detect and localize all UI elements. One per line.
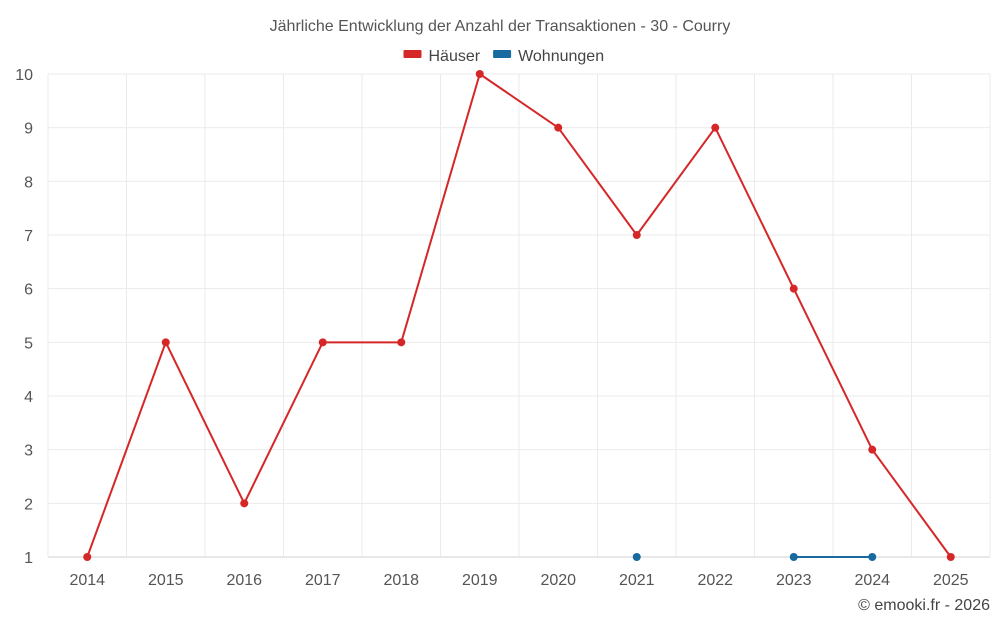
- x-tick-label: 2015: [148, 572, 184, 589]
- data-point: [83, 553, 92, 561]
- y-tick-label: 7: [24, 228, 33, 245]
- legend-swatch: [403, 50, 422, 58]
- legend-swatch: [493, 50, 512, 58]
- data-point: [240, 499, 249, 508]
- x-tick-label: 2021: [619, 572, 655, 589]
- x-tick-label: 2024: [854, 572, 890, 589]
- x-tick-label: 2022: [697, 572, 733, 589]
- y-tick-label: 6: [24, 282, 33, 299]
- x-tick-label: 2014: [69, 572, 105, 589]
- series-line-segment: [243, 341, 324, 504]
- x-tick-label: 2023: [776, 572, 812, 589]
- data-point: [868, 445, 877, 454]
- data-point: [554, 123, 563, 132]
- series-line-segment: [635, 127, 717, 236]
- y-tick-label: 4: [24, 389, 33, 406]
- series-line-segment: [400, 73, 481, 343]
- credit-text: © emooki.fr - 2026: [858, 597, 990, 614]
- grid: [47, 73, 991, 558]
- legend-label: Häuser: [429, 48, 481, 65]
- series-wohnungen: [632, 553, 877, 561]
- series-line-segment: [557, 127, 638, 236]
- y-tick-label: 3: [24, 443, 33, 460]
- data-point: [632, 231, 641, 239]
- x-tick-label: 2016: [226, 572, 262, 589]
- y-tick-label: 9: [24, 121, 33, 138]
- y-tick-label: 1: [24, 550, 33, 567]
- series-line-segment: [479, 73, 559, 129]
- series-line-segment: [714, 127, 795, 290]
- y-tick-label: 2: [24, 496, 33, 513]
- legend-item: Häuser: [403, 48, 481, 65]
- x-tick-label: 2020: [540, 572, 576, 589]
- y-tick-label: 5: [24, 335, 33, 352]
- x-tick-label: 2018: [383, 572, 419, 589]
- chart-title: Jährliche Entwicklung der Anzahl der Tra…: [270, 18, 731, 35]
- legend: Häuser Wohnungen: [403, 48, 604, 65]
- series-line-segment: [792, 288, 874, 451]
- x-tick-label: 2019: [462, 572, 498, 589]
- x-tick-label: 2017: [305, 572, 341, 589]
- data-point: [475, 70, 484, 78]
- x-tick-label: 2025: [933, 572, 969, 589]
- data-point: [711, 123, 720, 132]
- data-point: [789, 553, 798, 561]
- data-point: [161, 338, 170, 347]
- legend-item: Wohnungen: [493, 48, 604, 65]
- data-point: [868, 553, 877, 561]
- data-point: [318, 338, 327, 347]
- data-point: [946, 553, 955, 561]
- y-tick-label: 10: [15, 67, 33, 84]
- legend-label: Wohnungen: [518, 48, 604, 65]
- data-point: [789, 284, 798, 293]
- series-group: [83, 70, 955, 561]
- series-line-segment: [86, 341, 167, 558]
- data-point: [632, 553, 641, 561]
- series-häuser: [83, 70, 955, 561]
- y-axis: 1 2 3 4 5 6 7 8 9 10: [15, 67, 33, 567]
- series-line-segment: [164, 341, 246, 504]
- y-tick-label: 8: [24, 174, 33, 191]
- series-line-segment: [871, 449, 952, 558]
- x-axis: 2014 2015 2016 2017 2018 2019 2020 2021 2022 2023…: [69, 572, 968, 589]
- data-point: [397, 338, 406, 347]
